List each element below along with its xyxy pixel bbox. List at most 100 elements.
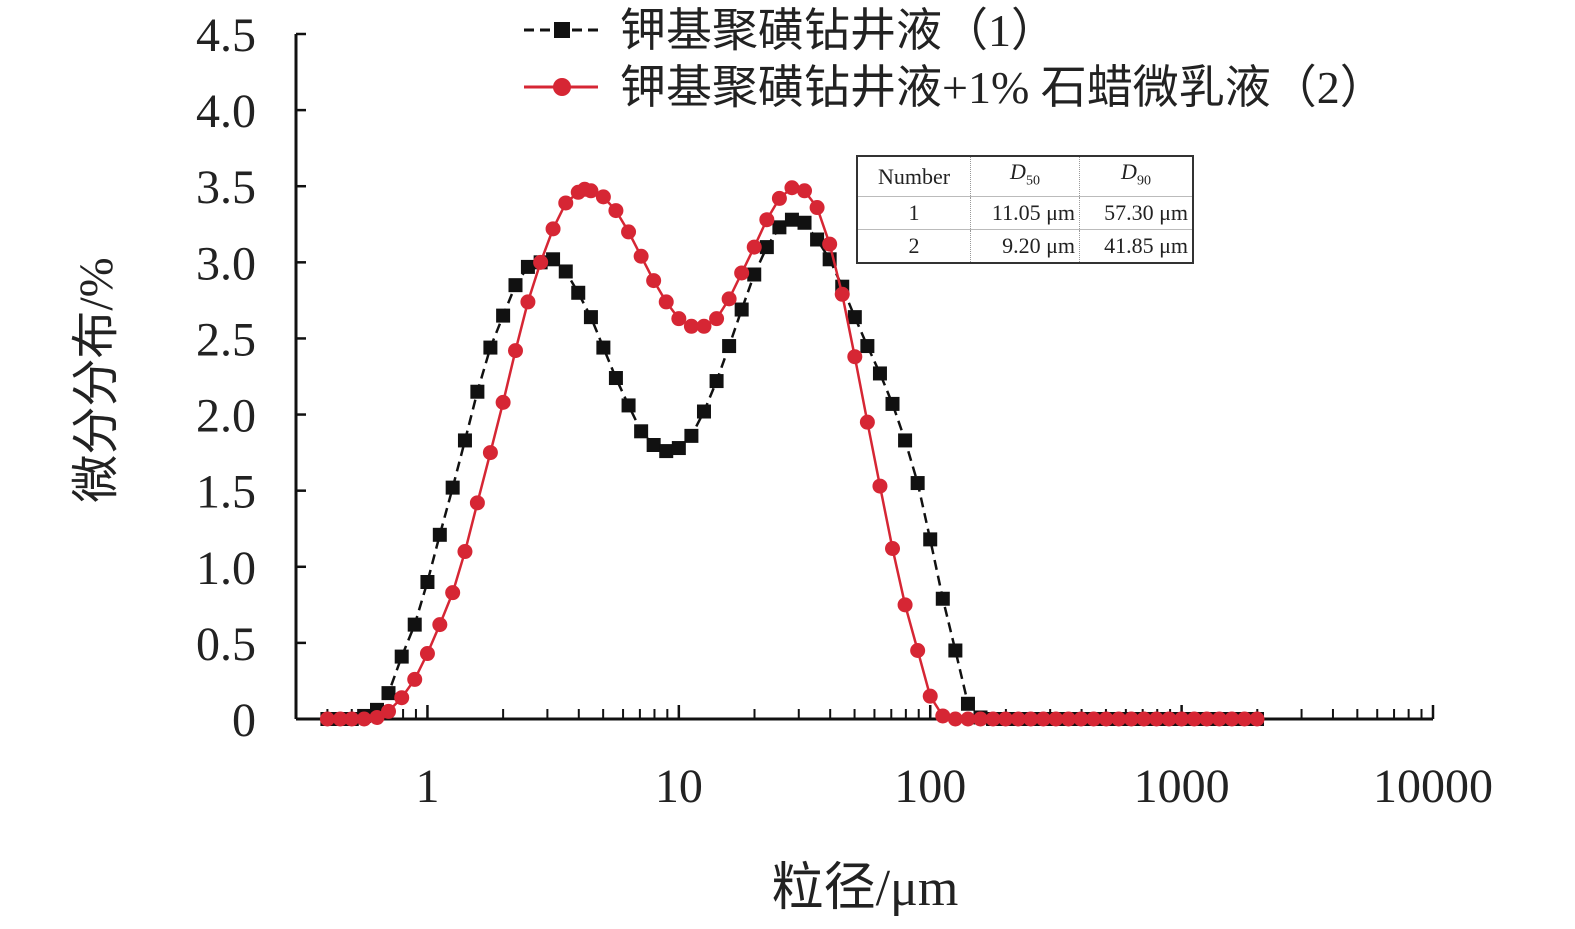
data-point	[797, 215, 812, 230]
data-point	[709, 374, 724, 389]
data-point	[696, 318, 712, 334]
y-tick-label: 3.0	[196, 237, 256, 290]
data-point	[1199, 711, 1215, 727]
data-point	[546, 252, 561, 267]
data-point	[533, 254, 549, 270]
data-point	[583, 183, 599, 199]
data-point	[759, 240, 774, 255]
y-axis-label: 微分分布/%	[70, 257, 123, 502]
data-point	[621, 398, 636, 413]
x-tick-label: 100	[894, 760, 966, 813]
data-point	[420, 575, 435, 589]
stats-header-d90: D90	[1079, 156, 1193, 197]
data-point	[910, 476, 925, 491]
legend-label: 钾基聚磺钻井液（1）	[620, 5, 1057, 56]
data-point	[520, 259, 535, 274]
data-point	[998, 711, 1014, 727]
data-point	[872, 478, 888, 494]
data-point	[973, 711, 989, 727]
x-tick-label: 1	[415, 760, 439, 813]
data-point	[369, 709, 385, 725]
data-point	[1211, 711, 1227, 727]
data-point	[407, 617, 422, 632]
data-point	[633, 248, 649, 264]
data-point	[608, 203, 624, 219]
data-point	[1048, 711, 1064, 727]
data-point	[1186, 711, 1202, 727]
y-tick-label: 1.5	[196, 466, 256, 519]
legend-marker	[554, 22, 570, 38]
legend-item-2: 钾基聚磺钻井液+1% 石蜡微乳液（2）	[524, 62, 1386, 113]
stats-header-number: Number	[877, 163, 951, 189]
data-point	[721, 291, 737, 307]
data-point	[1086, 711, 1102, 727]
d90-letter: D	[1121, 159, 1137, 184]
data-point	[683, 318, 699, 334]
data-point	[872, 366, 887, 381]
data-point	[470, 384, 485, 399]
data-point	[457, 433, 472, 448]
stats-cell-number: 1	[857, 196, 971, 230]
y-tick-label: 0.5	[196, 618, 256, 671]
data-point	[445, 480, 460, 495]
data-point	[797, 183, 813, 199]
data-point	[1236, 711, 1252, 727]
data-point	[784, 212, 799, 227]
data-point	[608, 371, 623, 386]
y-tick-label: 4.0	[196, 85, 256, 138]
data-point	[898, 433, 913, 448]
data-point	[772, 220, 787, 235]
data-point	[621, 224, 637, 240]
data-point	[910, 643, 926, 658]
data-point	[545, 221, 561, 237]
data-point	[344, 711, 360, 727]
data-point	[885, 396, 900, 411]
data-point	[381, 703, 397, 719]
data-point	[457, 544, 473, 560]
data-point	[583, 310, 598, 325]
legend: 钾基聚磺钻井液（1） 钾基聚磺钻井液+1% 石蜡微乳液（2）	[524, 5, 1386, 113]
data-point	[948, 643, 963, 658]
data-point	[558, 195, 574, 211]
data-point	[759, 212, 775, 228]
y-tick-label: 4.5	[196, 9, 256, 62]
x-tick-label: 1000	[1134, 760, 1230, 813]
stats-cell-d50: 9.20 μm	[970, 229, 1080, 264]
data-point	[646, 438, 661, 452]
data-point	[445, 585, 461, 601]
data-point	[1111, 711, 1127, 727]
y-tick-label: 2.0	[196, 390, 256, 443]
data-point	[432, 527, 447, 542]
data-point	[684, 428, 699, 443]
data-point	[1123, 711, 1139, 727]
y-tick-label: 2.5	[196, 313, 256, 366]
stats-cell-number: 2	[857, 229, 971, 264]
data-point	[1098, 711, 1114, 727]
data-point	[746, 239, 762, 255]
data-point	[381, 686, 396, 701]
data-point	[935, 708, 951, 724]
stats-cell-d90: 57.30 μm	[1079, 196, 1193, 230]
stats-header-d50: D50	[970, 156, 1080, 197]
data-point	[960, 696, 975, 711]
data-point	[671, 441, 686, 456]
data-point	[659, 444, 674, 459]
series-line	[327, 218, 1257, 721]
data-point	[947, 711, 963, 727]
data-point	[419, 646, 435, 662]
data-point	[1010, 711, 1026, 727]
data-point	[595, 189, 611, 205]
data-point	[859, 414, 875, 430]
stats-header-row: Number D50 D90	[857, 156, 1193, 197]
data-point	[834, 286, 850, 302]
data-point	[734, 265, 750, 281]
data-point	[1249, 711, 1265, 727]
data-point	[1073, 711, 1089, 727]
data-point	[1023, 711, 1039, 727]
data-point	[722, 339, 737, 354]
data-point	[1148, 711, 1164, 727]
series-line	[327, 186, 1257, 721]
x-tick-label: 10	[655, 760, 703, 813]
y-tick-label: 1.0	[196, 542, 256, 595]
data-point	[923, 532, 938, 547]
